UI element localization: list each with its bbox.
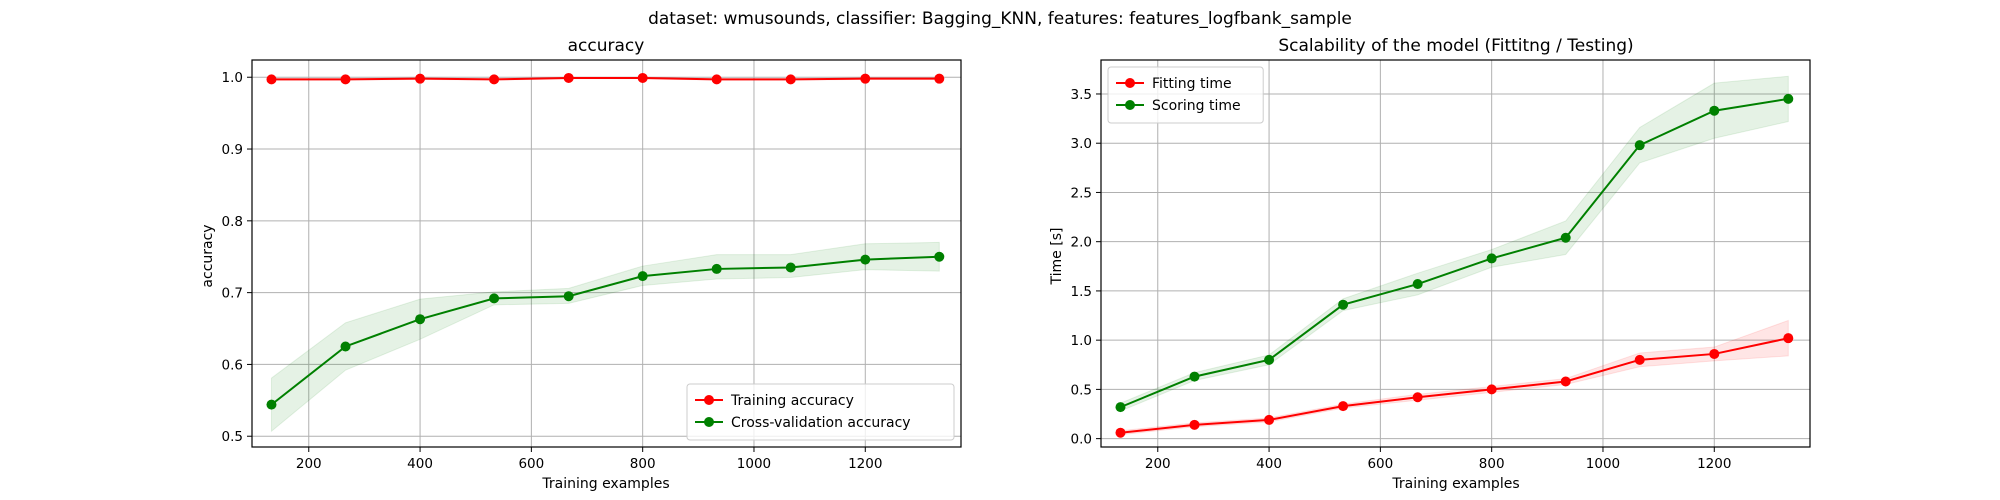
point-training-accuracy xyxy=(785,74,796,85)
point-cross-validation-accuracy xyxy=(637,271,648,282)
line-fitting-time xyxy=(1120,337,1789,434)
x-tick-label: 800 xyxy=(1479,456,1505,472)
point-training-accuracy xyxy=(711,74,722,85)
y-tick-label: 3.5 xyxy=(1071,87,1092,103)
y-tick-label: 2.0 xyxy=(1071,235,1092,251)
point-cross-validation-accuracy xyxy=(785,262,796,273)
point-training-accuracy xyxy=(266,74,277,85)
x-tick-label: 1200 xyxy=(1697,456,1731,472)
legend-marker-fitting-time xyxy=(1125,78,1135,88)
point-cross-validation-accuracy xyxy=(711,263,722,274)
line-cross-validation-accuracy xyxy=(270,255,940,406)
y-tick-label: 2.5 xyxy=(1071,185,1092,201)
legend-label: Fitting time xyxy=(1152,76,1232,92)
point-scoring-time xyxy=(1486,253,1497,264)
band-fitting-time xyxy=(1119,319,1789,436)
point-scoring-time xyxy=(1338,299,1349,310)
y-tick-label: 0.6 xyxy=(222,357,243,373)
point-training-accuracy xyxy=(637,72,648,83)
figure-title: dataset: wmusounds, classifier: Bagging_… xyxy=(648,9,1352,29)
point-scoring-time xyxy=(1412,279,1423,290)
chart-title: Scalability of the model (Fittitng / Tes… xyxy=(1278,36,1633,56)
legend-marker-cross-validation-accuracy xyxy=(704,417,714,427)
point-cross-validation-accuracy xyxy=(934,251,945,262)
x-tick-label: 400 xyxy=(407,456,433,472)
x-axis-label: Training examples xyxy=(1391,476,1519,492)
grid xyxy=(1101,60,1810,447)
axes-frame xyxy=(1100,59,1811,448)
point-fitting-time xyxy=(1560,376,1571,387)
x-tick-label: 200 xyxy=(296,456,322,472)
point-scoring-time xyxy=(1634,140,1645,151)
y-tick-label: 0.8 xyxy=(222,214,243,230)
point-scoring-time xyxy=(1560,232,1571,243)
point-cross-validation-accuracy xyxy=(563,291,574,302)
point-fitting-time xyxy=(1634,354,1645,365)
legend-marker-scoring-time xyxy=(1125,100,1135,110)
x-tick-label: 1000 xyxy=(737,456,771,472)
point-fitting-time xyxy=(1486,384,1497,395)
point-fitting-time xyxy=(1783,333,1794,344)
x-tick-label: 600 xyxy=(518,456,544,472)
point-training-accuracy xyxy=(415,73,426,84)
chart-title: accuracy xyxy=(568,36,645,56)
point-fitting-time xyxy=(1338,401,1349,412)
band-cross-validation-accuracy xyxy=(270,241,940,433)
legend-label: Training accuracy xyxy=(730,393,854,409)
point-scoring-time xyxy=(1783,93,1794,104)
legend-box xyxy=(686,383,955,441)
point-fitting-time xyxy=(1709,348,1720,359)
point-cross-validation-accuracy xyxy=(489,293,500,304)
grid xyxy=(252,60,961,447)
point-cross-validation-accuracy xyxy=(340,341,351,352)
y-axis-label: Time [s] xyxy=(1049,228,1065,286)
y-tick-label: 0.5 xyxy=(1071,382,1092,398)
point-training-accuracy xyxy=(563,72,574,83)
line-scoring-time xyxy=(1120,97,1789,409)
y-tick-label: 0.9 xyxy=(222,142,243,158)
x-tick-label: 600 xyxy=(1367,456,1393,472)
point-cross-validation-accuracy xyxy=(860,254,871,265)
y-tick-label: 0.0 xyxy=(1071,432,1092,448)
point-fitting-time xyxy=(1412,392,1423,403)
y-tick-label: 0.7 xyxy=(222,286,243,302)
legend: Fitting time Scoring time xyxy=(1107,66,1264,124)
point-training-accuracy xyxy=(489,74,500,85)
legend-label: Scoring time xyxy=(1152,98,1241,114)
point-scoring-time xyxy=(1115,402,1126,413)
point-fitting-time xyxy=(1115,427,1126,438)
axes-frame xyxy=(251,59,962,448)
y-tick-label: 3.0 xyxy=(1071,136,1092,152)
point-fitting-time xyxy=(1189,419,1200,430)
point-scoring-time xyxy=(1189,371,1200,382)
x-tick-label: 200 xyxy=(1145,456,1171,472)
accuracy-chart: accuracy Training examples accuracy 200 4… xyxy=(200,36,962,492)
y-tick-label: 1.0 xyxy=(1071,333,1092,349)
legend: Training accuracy Cross-validation accura… xyxy=(686,383,955,441)
line-training-accuracy xyxy=(271,76,940,81)
y-axis-label: accuracy xyxy=(200,224,216,287)
point-scoring-time xyxy=(1264,354,1275,365)
x-tick-label: 800 xyxy=(630,456,656,472)
point-cross-validation-accuracy xyxy=(415,314,426,325)
point-training-accuracy xyxy=(860,73,871,84)
scalability-chart: Scalability of the model (Fittitng / Tes… xyxy=(1049,36,1811,492)
x-tick-label: 1200 xyxy=(848,456,882,472)
band-scoring-time xyxy=(1119,75,1789,412)
legend-marker-training-accuracy xyxy=(704,395,714,405)
y-tick-label: 1.0 xyxy=(222,70,243,86)
point-fitting-time xyxy=(1264,414,1275,425)
point-training-accuracy xyxy=(934,73,945,84)
point-training-accuracy xyxy=(340,74,351,85)
y-tick-label: 0.5 xyxy=(222,429,243,445)
point-cross-validation-accuracy xyxy=(266,399,277,410)
point-scoring-time xyxy=(1709,105,1720,116)
legend-box xyxy=(1107,66,1264,124)
x-axis-label: Training examples xyxy=(541,476,669,492)
x-tick-label: 400 xyxy=(1256,456,1282,472)
legend-label: Cross-validation accuracy xyxy=(731,415,911,431)
x-tick-label: 1000 xyxy=(1586,456,1620,472)
y-tick-label: 1.5 xyxy=(1071,284,1092,300)
